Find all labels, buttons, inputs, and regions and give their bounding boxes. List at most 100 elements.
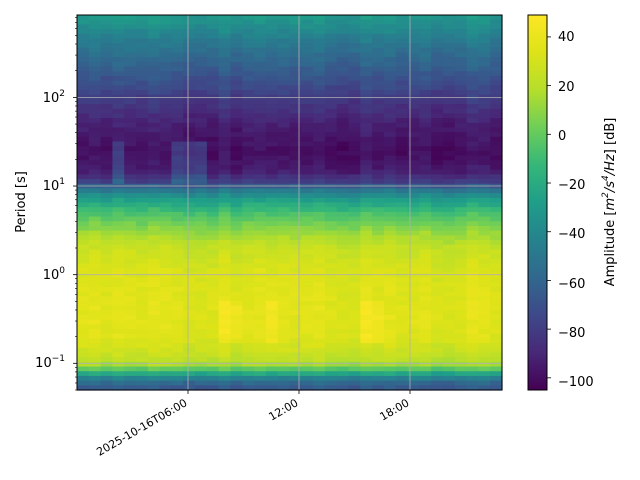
heatmap-cell — [419, 324, 432, 330]
heatmap-cell — [242, 71, 255, 77]
heatmap-cell — [242, 113, 255, 119]
heatmap-cell — [407, 150, 420, 157]
heatmap-cell — [336, 169, 350, 175]
heatmap-cell — [383, 146, 397, 152]
heatmap-cell — [419, 85, 432, 91]
heatmap-cell — [183, 132, 196, 138]
heatmap-cell — [242, 118, 255, 124]
heatmap-cell — [265, 57, 279, 63]
y-tick-label-1: 100 — [43, 266, 66, 283]
heatmap-cell — [277, 310, 291, 316]
heatmap-cell — [313, 352, 326, 358]
heatmap-cell — [77, 225, 90, 232]
heatmap-cell — [383, 268, 397, 274]
heatmap-cell — [88, 324, 102, 330]
heatmap-cell — [431, 202, 444, 208]
heatmap-cell — [77, 38, 90, 44]
heatmap-cell — [466, 211, 479, 218]
heatmap-cell — [147, 38, 161, 44]
heatmap-cells — [77, 15, 503, 391]
heatmap-cell — [147, 254, 161, 260]
heatmap-cell — [112, 15, 125, 21]
heatmap-cell — [147, 127, 161, 133]
heatmap-cell — [431, 333, 444, 340]
heatmap-cell — [277, 113, 291, 119]
heatmap-cell — [360, 19, 373, 25]
heatmap-cell — [360, 315, 373, 321]
heatmap-cell — [147, 338, 161, 344]
heatmap-cell — [348, 277, 361, 283]
heatmap-cell — [289, 371, 302, 377]
heatmap-cell — [124, 52, 137, 58]
heatmap-cell — [183, 235, 196, 241]
heatmap-cell — [313, 211, 326, 218]
heatmap-cell — [442, 375, 456, 382]
heatmap-cell — [442, 174, 456, 180]
heatmap-cell — [242, 375, 255, 382]
heatmap-cell — [77, 71, 90, 77]
heatmap-cell — [395, 277, 409, 283]
heatmap-cell — [372, 197, 385, 204]
heatmap-cell — [218, 165, 232, 171]
heatmap-cell — [242, 357, 255, 363]
heatmap-cell — [407, 300, 420, 307]
heatmap-cell — [265, 202, 279, 208]
heatmap-cell — [395, 357, 409, 363]
heatmap-cell — [206, 174, 220, 180]
heatmap-cell — [301, 75, 314, 82]
heatmap-cell — [407, 160, 420, 166]
heatmap-cell — [195, 263, 208, 269]
heatmap-cell — [324, 47, 338, 54]
heatmap-cell — [478, 113, 491, 119]
heatmap-cell — [431, 52, 444, 58]
heatmap-cell — [348, 15, 361, 21]
heatmap-cell — [206, 33, 220, 40]
heatmap-cell — [431, 235, 444, 241]
heatmap-cell — [478, 221, 491, 227]
heatmap-cell — [372, 361, 385, 368]
heatmap-cell — [100, 371, 114, 377]
heatmap-cell — [383, 113, 397, 119]
heatmap-cell — [324, 230, 338, 236]
heatmap-cell — [348, 118, 361, 124]
heatmap-cell — [454, 371, 468, 377]
heatmap-cell — [336, 263, 350, 269]
heatmap-cell — [183, 90, 196, 96]
heatmap-cell — [289, 207, 302, 213]
heatmap-cell — [124, 43, 137, 49]
heatmap-cell — [124, 282, 137, 288]
heatmap-cell — [159, 80, 173, 86]
heatmap-cell — [77, 132, 90, 138]
heatmap-cell — [301, 179, 314, 185]
heatmap-cell — [383, 347, 397, 354]
heatmap-cell — [383, 132, 397, 138]
heatmap-cell — [313, 272, 326, 279]
heatmap-cell — [324, 75, 338, 82]
heatmap-cell — [100, 235, 114, 241]
heatmap-cell — [100, 24, 114, 30]
heatmap-cell — [454, 19, 468, 25]
heatmap-cell — [147, 235, 161, 241]
heatmap-cell — [407, 333, 420, 340]
heatmap-cell — [136, 221, 149, 227]
heatmap-cell — [112, 29, 125, 35]
heatmap-cell — [136, 380, 149, 386]
heatmap-cell — [171, 188, 184, 194]
heatmap-cell — [159, 277, 173, 283]
heatmap-cell — [372, 43, 385, 49]
heatmap-cell — [360, 319, 373, 325]
heatmap-cell — [395, 188, 409, 194]
heatmap-cell — [242, 122, 255, 129]
heatmap-cell — [265, 263, 279, 269]
heatmap-cell — [230, 29, 243, 35]
heatmap-cell — [395, 99, 409, 105]
heatmap-cell — [289, 343, 302, 349]
heatmap-cell — [490, 174, 503, 180]
heatmap-cell — [218, 85, 232, 91]
heatmap-cell — [466, 385, 479, 391]
heatmap-cell — [88, 52, 102, 58]
heatmap-cell — [348, 258, 361, 265]
heatmap-cell — [77, 361, 90, 368]
heatmap-cell — [289, 80, 302, 86]
heatmap-cell — [478, 225, 491, 232]
